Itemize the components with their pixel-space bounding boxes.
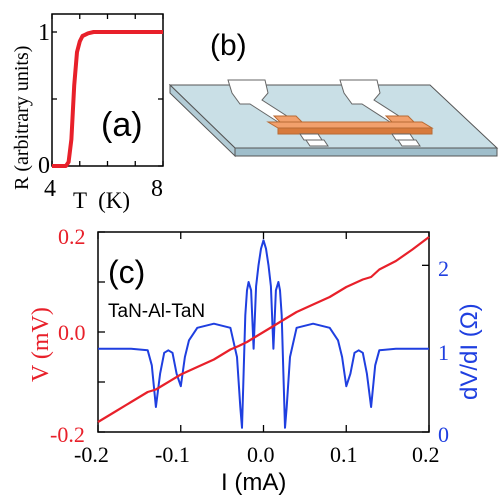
- panel-c-xtick-m02: -0.2: [74, 442, 109, 467]
- panel-c-annotation: TaN-Al-TaN: [108, 301, 205, 322]
- panel-c-yright-tick-1: 1: [438, 340, 449, 365]
- panel-a-label: (a): [101, 106, 143, 144]
- panel-c-iv-curve: [97, 236, 430, 423]
- panel-c-dvdi-curve: [98, 239, 429, 429]
- panel-a-xlabel: T (K): [73, 188, 130, 213]
- left-probe-pad-2: [305, 139, 329, 147]
- right-electrode: [384, 115, 416, 123]
- wire-front: [277, 127, 433, 135]
- left-probe-pad-1: [299, 133, 323, 141]
- panel-c-yleft-tick-mid: 0.0: [58, 320, 86, 345]
- panel-c-yright-tick-0: 0: [438, 422, 449, 447]
- wire-top: [266, 121, 434, 129]
- panel-c-xtick-02: 0.2: [412, 442, 440, 467]
- panel-c-xtick-01: 0.1: [330, 442, 358, 467]
- panel-c-yleft-tick-top: 0.2: [58, 224, 86, 249]
- panel-a: 1 0 4 8 T (K) R (arbitrary units) (a): [11, 13, 164, 213]
- substrate-side: [169, 83, 236, 158]
- panel-c: 0.2 0.0 -0.2 2 1 0 -0.2 -0.1 0.0 0.1 0.2…: [28, 224, 483, 496]
- panel-c-xtick-0: 0.0: [247, 442, 275, 467]
- panel-b-label: (b): [210, 29, 247, 62]
- left-electrode: [272, 115, 304, 123]
- panel-a-xtick-8: 8: [151, 176, 163, 202]
- right-probe-pad-2: [397, 139, 421, 147]
- panel-c-label: (c): [108, 254, 145, 290]
- right-probe-pad-1: [391, 133, 415, 141]
- panel-a-resistance-curve: [52, 30, 163, 168]
- panel-c-xtick-m01: -0.1: [155, 442, 190, 467]
- panel-c-yleft-tick-bottom: -0.2: [50, 422, 85, 447]
- panel-a-xtick-4: 4: [44, 176, 56, 202]
- panel-a-ytick-1: 1: [38, 20, 50, 46]
- device-schematic: [168, 79, 499, 158]
- panel-c-ylabel-left: V (mV): [28, 307, 54, 382]
- panel-a-ylabel: R (arbitrary units): [11, 46, 33, 190]
- panel-c-yright-tick-2: 2: [438, 256, 449, 281]
- panel-c-xlabel: I (mA): [221, 469, 286, 496]
- panel-c-ylabel-right: dV/dI (Ω): [456, 303, 483, 400]
- panel-b: (b): [168, 29, 499, 158]
- panel-a-ytick-0: 0: [38, 153, 50, 179]
- substrate-front: [234, 147, 498, 157]
